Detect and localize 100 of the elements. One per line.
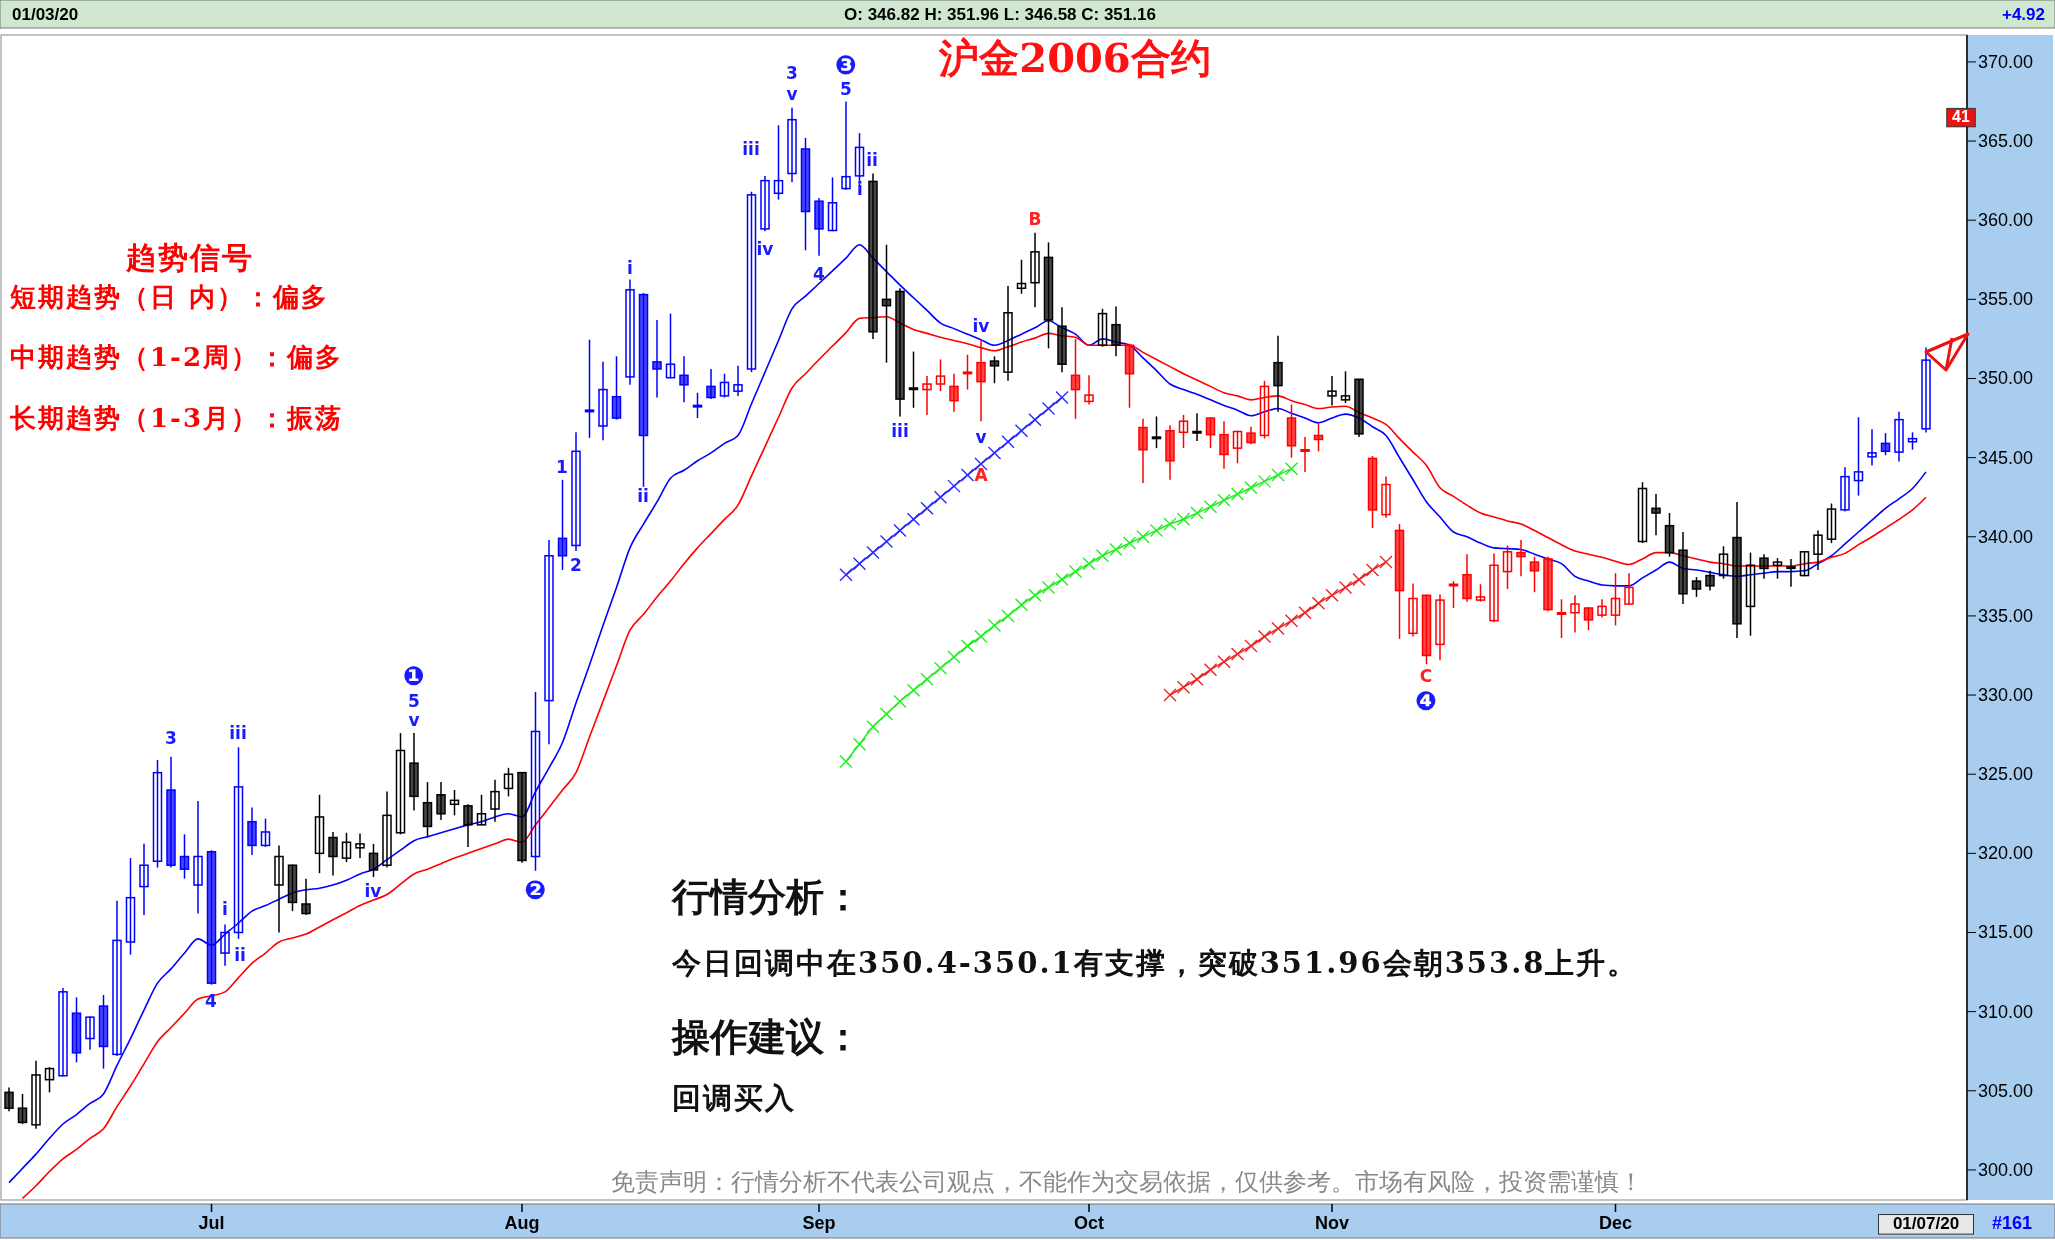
candlestick [1583, 606, 1594, 631]
point [852, 556, 867, 571]
candlestick [1799, 550, 1810, 578]
candlestick [692, 391, 703, 419]
candlestick [1826, 502, 1837, 544]
candlestick [112, 900, 122, 1057]
candlestick [1516, 539, 1526, 578]
candlestick [31, 1059, 41, 1130]
annotation: 4 [205, 991, 218, 1011]
text: 41 [1952, 108, 1970, 125]
candlestick [1921, 346, 1931, 434]
y-tick-label: 340.00 [1978, 526, 2034, 547]
point [1001, 609, 1015, 623]
candlestick [1003, 285, 1013, 382]
candlestick [260, 817, 271, 848]
y-tick-label: 320.00 [1978, 843, 2034, 864]
point [1217, 655, 1231, 669]
y-tick-label: 330.00 [1978, 685, 2034, 706]
candlestick [935, 358, 946, 392]
candlestick [395, 732, 406, 836]
candlestick [1232, 429, 1243, 464]
candlestick [1786, 558, 1796, 588]
candlestick [1448, 580, 1459, 609]
point [987, 446, 1002, 460]
x-tick-label: Dec [1598, 1213, 1633, 1233]
point [1176, 680, 1191, 694]
candlestick [193, 800, 203, 915]
point [1271, 621, 1285, 636]
candlestick [1084, 374, 1094, 406]
point [1230, 487, 1245, 501]
point [879, 534, 894, 549]
candlestick [1840, 466, 1850, 513]
annotation: ii [234, 945, 246, 965]
point [1311, 596, 1326, 610]
annotation: 1 [556, 457, 568, 477]
candlestick [827, 176, 838, 233]
candlestick [1340, 370, 1351, 404]
point [1325, 588, 1339, 603]
point [1257, 629, 1272, 644]
point [1041, 401, 1056, 416]
point [920, 672, 934, 686]
candlestick [1070, 338, 1081, 420]
point [839, 754, 853, 769]
candlestick [611, 355, 622, 421]
point [933, 661, 948, 675]
point [987, 618, 1002, 633]
candlestick [571, 431, 581, 552]
candlestick [598, 361, 608, 441]
annotation: ❷ [523, 875, 547, 905]
point [947, 479, 961, 493]
annotation: i [627, 258, 633, 278]
point [852, 737, 867, 751]
candlestick [1691, 576, 1702, 598]
annotation: iii [891, 421, 909, 441]
point [1055, 390, 1069, 405]
annotation: 5 [408, 691, 420, 711]
point [1338, 580, 1353, 595]
y-tick-label: 325.00 [1978, 764, 2034, 785]
candlestick [1178, 414, 1189, 449]
point [1028, 588, 1042, 603]
candlestick [274, 844, 284, 934]
candlestick [368, 843, 379, 878]
y-tick-label: 345.00 [1978, 447, 2034, 468]
annotation: 行情分析： [670, 874, 862, 919]
point [1217, 493, 1231, 508]
x-tick-label: Sep [802, 1213, 836, 1233]
annotation: ❶ [402, 661, 426, 691]
text: 01/03/20 [12, 5, 79, 24]
annotation: C [1419, 666, 1433, 686]
candlestick [58, 987, 68, 1078]
candlestick [44, 1066, 55, 1094]
candlestick [490, 779, 500, 823]
candlestick [719, 372, 730, 399]
text: +4.92 [2001, 5, 2045, 24]
candlestick [1637, 481, 1648, 544]
annotation: i [857, 179, 863, 199]
candlestick [476, 794, 487, 826]
candlestick [544, 539, 554, 745]
annotation: B [1028, 209, 1042, 229]
candlestick [841, 100, 851, 191]
point [1257, 474, 1272, 489]
candlestick [463, 803, 473, 848]
point [866, 545, 880, 560]
annotation: ❸ [834, 50, 858, 80]
y-tick-label: 360.00 [1978, 210, 2034, 231]
candlestick [1745, 551, 1756, 637]
annotation: 趋势信号 [125, 240, 254, 275]
annotation: i [222, 899, 228, 919]
candlestick [1502, 544, 1513, 590]
candlestick [449, 789, 460, 817]
y-tick-label: 300.00 [1978, 1159, 2034, 1180]
point [839, 568, 853, 582]
candlestick [314, 794, 325, 874]
point [1298, 606, 1312, 620]
annotation: 2 [570, 555, 582, 575]
point [1028, 412, 1042, 427]
candlestick [679, 355, 689, 403]
candlestick [706, 368, 716, 400]
candlestick [1259, 380, 1270, 440]
annotation: ii [637, 486, 649, 506]
